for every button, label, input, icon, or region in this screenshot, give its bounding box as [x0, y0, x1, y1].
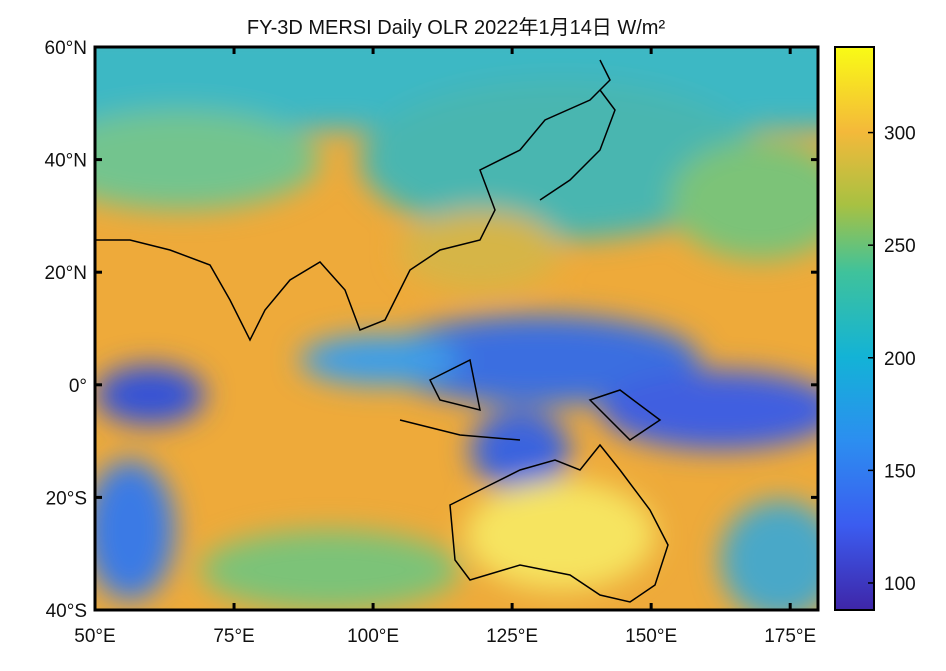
y-tick-label: 60°N — [45, 38, 87, 59]
colorbar-tick-label: 150 — [884, 461, 916, 482]
map-title: FY-3D MERSI Daily OLR 2022年1月14日 W/m² — [247, 16, 666, 39]
y-tick-label: 40°S — [46, 601, 87, 622]
olr-field — [95, 47, 818, 610]
x-tick-label: 150°E — [625, 626, 677, 647]
colorbar-tick-label: 250 — [884, 236, 916, 257]
x-tick-label: 175°E — [764, 626, 816, 647]
y-tick-label: 20°N — [45, 263, 87, 284]
x-tick-label: 75°E — [213, 626, 254, 647]
x-tick-label: 125°E — [486, 626, 538, 647]
colorbar-tick-label: 100 — [884, 574, 916, 595]
colorbar — [834, 46, 875, 611]
x-tick-label: 50°E — [74, 626, 115, 647]
x-tick-label: 100°E — [347, 626, 399, 647]
y-tick-label: 40°N — [45, 151, 87, 172]
y-tick-label: 0° — [69, 376, 87, 397]
y-tick-label: 20°S — [46, 488, 87, 509]
plot-frame — [93, 45, 820, 612]
colorbar-tick-label: 300 — [884, 124, 916, 145]
colorbar-tick-label: 200 — [884, 349, 916, 370]
